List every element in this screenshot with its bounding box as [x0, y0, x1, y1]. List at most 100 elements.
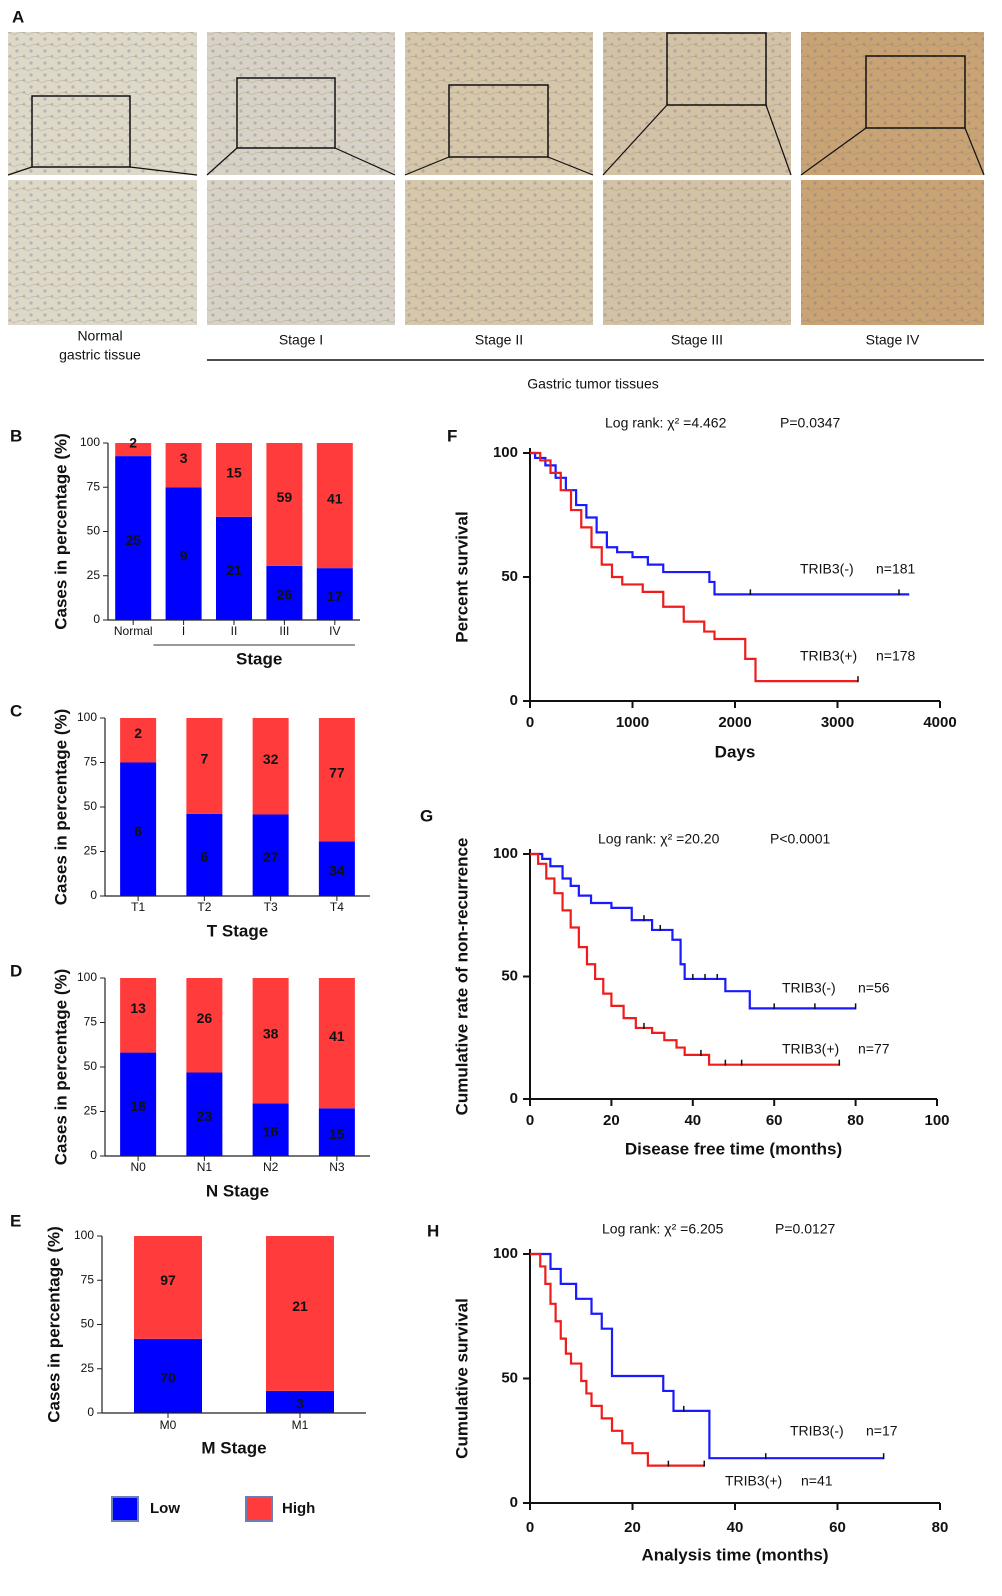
x-tick-label: 80 — [932, 1519, 949, 1536]
caption: Stage II — [475, 332, 523, 348]
x-tick-label: 60 — [829, 1519, 846, 1536]
y-tick-label: 100 — [493, 444, 518, 461]
x-tick-label: III — [279, 624, 289, 638]
x-tick-label: N1 — [197, 1160, 213, 1174]
count-label: 7 — [200, 751, 208, 767]
zoom-box — [666, 32, 767, 106]
panel-label: B — [10, 426, 22, 445]
x-tick-label: 40 — [684, 1112, 701, 1129]
bar-segment — [120, 1052, 157, 1156]
y-tick-label: 100 — [80, 435, 100, 449]
x-axis-title: N Stage — [206, 1181, 269, 1200]
count-label: 18 — [130, 1098, 146, 1114]
caption: gastric tissue — [59, 347, 141, 363]
y-tick-label: 100 — [77, 710, 97, 724]
count-label: 23 — [197, 1108, 213, 1124]
y-tick-label: 50 — [84, 1059, 98, 1073]
series-n: n=17 — [866, 1423, 898, 1439]
count-label: 77 — [329, 764, 345, 780]
y-tick-label: 0 — [90, 888, 97, 902]
count-label: 38 — [263, 1025, 279, 1041]
p-value: P<0.0001 — [770, 831, 831, 847]
survival-curve — [530, 451, 910, 596]
bar-segment — [186, 813, 223, 896]
x-tick-label: T2 — [197, 900, 211, 914]
series-label: TRIB3(+) — [800, 648, 857, 664]
legend-label: High — [282, 1500, 315, 1517]
annotation: Log rank: χ² =4.462 — [605, 415, 727, 431]
count-label: 3 — [296, 1396, 304, 1412]
y-tick-label: 100 — [493, 1245, 518, 1262]
x-tick-label: 20 — [603, 1112, 620, 1129]
count-label: 27 — [263, 849, 279, 865]
y-tick-label: 75 — [81, 1272, 95, 1286]
y-axis-title: Cases in percentage (%) — [44, 1226, 63, 1423]
y-tick-label: 50 — [87, 524, 101, 538]
zoom-line — [547, 156, 594, 176]
bar-segment — [316, 568, 353, 620]
bar-segment — [316, 443, 353, 569]
y-tick-label: 25 — [84, 1104, 98, 1118]
count-label: 6 — [134, 823, 142, 839]
zoom-line — [7, 166, 33, 176]
x-tick-label: 80 — [847, 1112, 864, 1129]
caption: Normal — [77, 328, 122, 344]
zoom-line — [964, 127, 985, 176]
bar-segment — [120, 762, 157, 896]
panel-label: C — [10, 701, 22, 720]
count-label: 3 — [180, 450, 188, 466]
y-tick-label: 25 — [84, 844, 98, 858]
x-tick-label: N0 — [130, 1160, 146, 1174]
bar-segment — [252, 1103, 289, 1156]
series-label: TRIB3(-) — [790, 1423, 844, 1439]
panel-label: G — [420, 806, 433, 825]
zoom-line — [334, 147, 396, 176]
count-label: 21 — [226, 562, 242, 578]
y-axis-title: Cases in percentage (%) — [51, 709, 70, 906]
y-tick-label: 0 — [510, 692, 518, 709]
legend-label: Low — [150, 1500, 180, 1517]
bar-segment — [216, 443, 252, 517]
bar-segment — [165, 487, 202, 620]
bar-segment — [186, 978, 223, 1073]
zoom-box — [236, 77, 336, 149]
micrograph-texture — [207, 32, 395, 175]
bar-segment — [186, 1072, 223, 1156]
y-axis-title: Percent survival — [452, 511, 471, 642]
count-label: 97 — [160, 1272, 176, 1288]
panel-label: F — [447, 426, 457, 445]
series-n: n=77 — [858, 1041, 890, 1057]
bar-segment — [318, 1108, 355, 1156]
series-n: n=56 — [858, 980, 890, 996]
bar-segment — [115, 443, 152, 457]
x-tick-label: Normal — [114, 624, 153, 638]
count-label: 34 — [329, 862, 345, 878]
p-value: P=0.0347 — [780, 415, 841, 431]
annotation: Log rank: χ² =6.205 — [602, 1221, 724, 1237]
bar-segment — [134, 1338, 202, 1413]
series-label: TRIB3(+) — [782, 1041, 839, 1057]
series-label: TRIB3(-) — [800, 561, 854, 577]
y-axis-title: Cumulative rate of non-recurrence — [452, 838, 471, 1116]
y-tick-label: 75 — [87, 479, 101, 493]
x-tick-label: I — [182, 624, 185, 638]
micrograph-texture — [801, 180, 984, 325]
x-tick-label: T4 — [330, 900, 344, 914]
y-tick-label: 75 — [84, 1015, 98, 1029]
bar-segment — [318, 978, 355, 1109]
y-tick-label: 0 — [90, 1148, 97, 1162]
series-n: n=181 — [876, 561, 916, 577]
bar-segment — [120, 978, 157, 1053]
bar-segment — [252, 718, 289, 815]
bar-segment — [115, 456, 152, 620]
count-label: 59 — [277, 489, 293, 505]
bar-segment — [165, 443, 202, 488]
caption: Stage III — [671, 332, 723, 348]
y-tick-label: 25 — [81, 1361, 95, 1375]
x-tick-label: 60 — [766, 1112, 783, 1129]
bar-segment — [266, 1390, 334, 1413]
survival-curve — [530, 451, 858, 683]
caption: Stage I — [279, 332, 323, 348]
